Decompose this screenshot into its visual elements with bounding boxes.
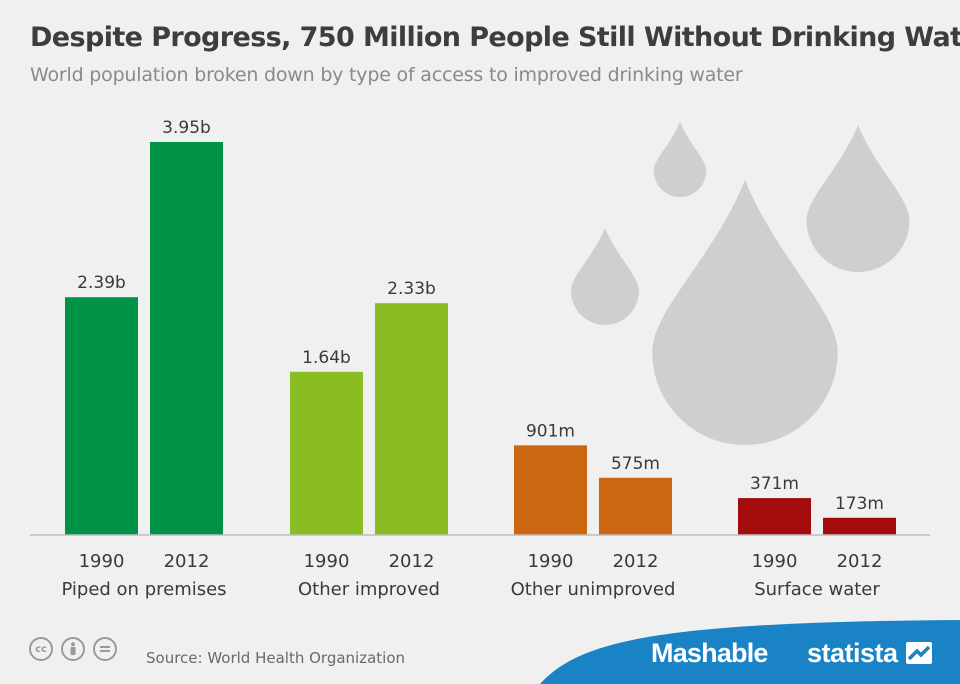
category-label: Other improved — [298, 579, 440, 600]
attribution-icon — [61, 637, 85, 661]
water-drop-icon — [653, 122, 707, 197]
bar — [65, 297, 138, 535]
data-label: 575m — [611, 454, 660, 474]
bar — [290, 371, 363, 535]
water-drop-icon — [806, 125, 910, 272]
brand-band — [540, 620, 960, 684]
bar — [738, 498, 811, 535]
data-label: 1.64b — [302, 348, 351, 368]
tick-label: 2012 — [837, 551, 883, 572]
data-label: 2.39b — [77, 273, 126, 293]
bar — [823, 517, 896, 535]
data-label: 901m — [526, 421, 575, 441]
tick-label: 1990 — [752, 551, 798, 572]
tick-label: 2012 — [164, 551, 210, 572]
chart-title: Despite Progress, 750 Million People Sti… — [30, 22, 960, 53]
cc-icon: cc — [29, 637, 53, 661]
bar — [514, 445, 587, 535]
bar — [599, 477, 672, 535]
data-label: 173m — [835, 494, 884, 514]
statista-logo-icon — [906, 642, 932, 664]
chart-subtitle: World population broken down by type of … — [30, 64, 743, 86]
mashable-logo: Mashable — [651, 638, 768, 668]
tick-label: 1990 — [79, 551, 125, 572]
water-drop-icon — [571, 228, 639, 325]
category-label: Other unimproved — [511, 579, 676, 600]
bars-group — [65, 142, 896, 535]
tick-label: 2012 — [613, 551, 659, 572]
category-label: Surface water — [754, 579, 880, 600]
bar — [150, 142, 223, 535]
water-drop-icon — [652, 180, 838, 446]
source-text: Source: World Health Organization — [146, 649, 406, 667]
data-label: 3.95b — [162, 118, 211, 138]
category-label: Piped on premises — [61, 579, 226, 600]
no-derivatives-icon — [93, 637, 117, 661]
tick-label: 1990 — [528, 551, 574, 572]
data-label: 371m — [750, 474, 799, 494]
tick-label: 2012 — [389, 551, 435, 572]
tick-label: 1990 — [304, 551, 350, 572]
labels-group: 2.39b 1990 3.95b 2012 Piped on premises 1.64b… — [61, 118, 884, 600]
data-label: 2.33b — [387, 279, 436, 299]
water-drops-decoration — [571, 122, 910, 446]
bar-chart: 2.39b 1990 3.95b 2012 Piped on premises 1.64b… — [30, 118, 930, 600]
bar — [375, 303, 448, 535]
statista-logo-text: statista — [807, 638, 898, 668]
license-icons: cc — [29, 637, 117, 661]
